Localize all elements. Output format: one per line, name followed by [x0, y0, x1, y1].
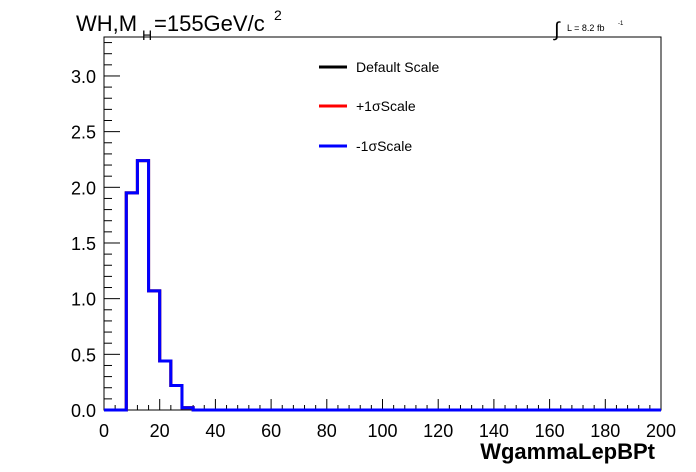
- x-tick-label: 120: [423, 421, 453, 441]
- y-tick-label: 1.0: [71, 290, 96, 310]
- legend-label: Default Scale: [356, 59, 439, 75]
- chart-title: WH,M H =155GeV/c 2: [76, 7, 282, 43]
- title-rest: =155GeV/c: [154, 11, 265, 36]
- x-axis-title: WgammaLepBPt: [480, 439, 655, 464]
- y-tick-label: 0.5: [71, 345, 96, 365]
- x-tick-label: 180: [590, 421, 620, 441]
- histogram-series: [104, 159, 661, 412]
- x-tick-label: 0: [99, 421, 109, 441]
- title-subscript: H: [142, 27, 152, 43]
- y-tick-label: 2.5: [71, 123, 96, 143]
- y-tick-label: 3.0: [71, 67, 96, 87]
- y-tick-label: 1.5: [71, 234, 96, 254]
- legend-label: -1σScale: [356, 138, 412, 154]
- x-tick-label: 20: [150, 421, 170, 441]
- luminosity-text: L = 8.2 fb: [567, 23, 604, 33]
- title-main: WH,M: [76, 11, 137, 36]
- plot-frame: [103, 36, 662, 411]
- x-tick-label: 140: [479, 421, 509, 441]
- legend: Default Scale +1σScale -1σScale: [319, 59, 439, 154]
- legend-label: +1σScale: [356, 98, 416, 114]
- series-line: [104, 159, 661, 412]
- x-tick-label: 200: [646, 421, 676, 441]
- y-tick-label: 0.0: [71, 401, 96, 421]
- x-tick-label: 100: [367, 421, 397, 441]
- luminosity-superscript: -1: [618, 21, 624, 27]
- x-tick-label: 160: [535, 421, 565, 441]
- integral-sign: ∫: [553, 19, 561, 41]
- title-superscript: 2: [274, 7, 282, 23]
- luminosity-label: ∫ L = 8.2 fb -1: [553, 19, 624, 41]
- axis-tick-labels: 0 20 40 60 80 100 120 140 160 180 200 0.0 0.5 1.0 1.5 2…: [71, 67, 676, 441]
- x-tick-label: 80: [317, 421, 337, 441]
- x-tick-label: 40: [205, 421, 225, 441]
- x-tick-label: 60: [261, 421, 281, 441]
- y-tick-label: 2.0: [71, 178, 96, 198]
